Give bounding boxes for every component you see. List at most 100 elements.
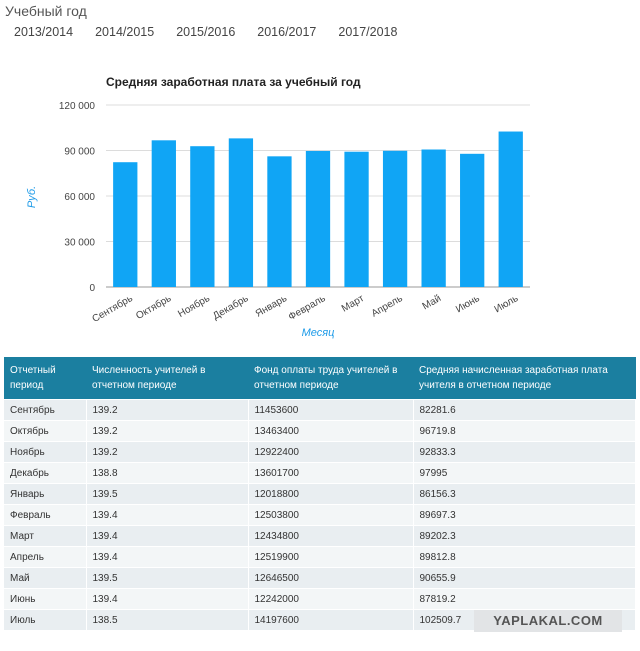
table-cell: 89812.8 [413, 546, 636, 568]
col-header-fund: Фонд оплаты труда учителей в отчетном пе… [248, 357, 413, 400]
table-cell: Декабрь [4, 462, 87, 484]
table-cell: 92833.3 [413, 441, 636, 463]
table-cell: 12922400 [248, 441, 414, 463]
table-cell: 138.5 [86, 609, 249, 630]
x-tick-label: Декабрь [211, 292, 251, 322]
table-cell: 13601700 [248, 462, 414, 484]
bar [151, 140, 176, 287]
table-row: Январь 139.5 12018800 86156.3 [4, 483, 636, 505]
bar [460, 153, 485, 287]
table-cell: 96719.8 [413, 420, 636, 442]
year-tabs: 2013/2014 2014/2015 2015/2016 2016/2017 … [14, 25, 397, 39]
table-row: Июнь 139.4 12242000 87819.2 [4, 588, 636, 610]
x-axis-title: Месяц [302, 327, 335, 339]
x-tick-label: Январь [254, 293, 289, 320]
table-cell: Май [4, 567, 87, 589]
table-cell: 86156.3 [413, 483, 636, 505]
table-cell: 90655.9 [413, 567, 636, 589]
x-tick-label: Май [421, 293, 443, 312]
bar [228, 138, 254, 287]
bar [267, 156, 292, 287]
y-axis-title: Руб. [26, 186, 38, 208]
tab-2017-2018[interactable]: 2017/2018 [338, 25, 398, 39]
table-cell: 12519900 [248, 546, 414, 568]
table-cell: 139.2 [86, 441, 249, 463]
salary-table: Отчетный период Численность учителей в о… [4, 357, 636, 630]
x-axis-ticks: Сентябрь Октябрь Ноябрь Декабрь ЯнварьФеврал… [90, 292, 520, 325]
col-header-period: Отчетный период [4, 357, 86, 400]
table-cell: 97995 [413, 462, 636, 484]
table-cell: 12434800 [248, 525, 414, 547]
col-header-teachers: Численность учителей в отчетном периоде [86, 357, 248, 400]
table-cell: 14197600 [248, 609, 414, 630]
table-row: Апрель 139.4 12519900 89812.8 [4, 546, 636, 568]
table-cell: 12646500 [248, 567, 414, 589]
bar [498, 131, 523, 287]
table-cell: Октябрь [4, 420, 87, 442]
table-cell: 139.4 [86, 546, 249, 568]
x-tick-label: Июнь [454, 293, 482, 315]
tab-2015-2016[interactable]: 2015/2016 [176, 25, 236, 39]
x-tick-label: Апрель [370, 293, 405, 319]
table-cell: Март [4, 525, 87, 547]
table-row: Сентябрь 139.2 11453600 82281.6 [4, 399, 636, 421]
table-cell: 139.5 [86, 567, 249, 589]
table-cell: 139.4 [86, 588, 249, 610]
bars [113, 131, 523, 287]
salary-chart: Средняя заработная плата за учебный год … [26, 75, 530, 339]
table-cell: 12018800 [248, 483, 414, 505]
table-cell: 138.8 [86, 462, 249, 484]
y-axis-ticks: 0 30 000 60 000 90 000 120 000 [59, 101, 96, 294]
bar [421, 149, 446, 287]
table-cell: 12242000 [248, 588, 414, 610]
bar [190, 146, 215, 287]
table-row: Октябрь 139.2 13463400 96719.8 [4, 420, 636, 442]
table-body: Сентябрь 139.2 11453600 82281.6 Октябрь 139.2… [4, 399, 636, 630]
table-cell: 139.4 [86, 525, 249, 547]
x-tick-label: Октябрь [134, 292, 174, 322]
x-tick-label: Ноябрь [176, 292, 212, 320]
table-cell: 89697.3 [413, 504, 636, 526]
table-row: Ноябрь 139.2 12922400 92833.3 [4, 441, 636, 463]
watermark: YAPLAKAL.COM [474, 610, 622, 632]
table-cell: 89202.3 [413, 525, 636, 547]
table-cell: Ноябрь [4, 441, 87, 463]
x-tick-label: Февраль [287, 293, 328, 323]
table-cell: Июль [4, 609, 87, 630]
page-title: Учебный год [5, 3, 87, 19]
table-cell: 11453600 [248, 399, 414, 421]
table-row: Декабрь 138.8 13601700 97995 [4, 462, 636, 484]
bar [113, 162, 138, 287]
table-cell: Сентябрь [4, 399, 87, 421]
col-header-avg-salary: Средняя начисленная заработная плата учи… [413, 357, 636, 400]
tab-2013-2014[interactable]: 2013/2014 [14, 25, 74, 39]
tab-2014-2015[interactable]: 2014/2015 [95, 25, 155, 39]
table-row: Февраль 139.4 12503800 89697.3 [4, 504, 636, 526]
y-tick-label: 0 [89, 283, 95, 294]
bar [305, 150, 331, 287]
x-tick-label: Сентябрь [90, 292, 135, 325]
table-cell: Апрель [4, 546, 87, 568]
x-tick-label: Март [340, 293, 367, 315]
table-cell: 139.2 [86, 420, 249, 442]
x-tick-label: Июль [493, 293, 521, 315]
y-tick-label: 90 000 [64, 147, 95, 158]
table-cell: Январь [4, 483, 87, 505]
table-cell: 139.2 [86, 399, 249, 421]
bar [382, 150, 408, 287]
table-cell: 87819.2 [413, 588, 636, 610]
bar [344, 151, 369, 287]
y-tick-label: 60 000 [64, 192, 95, 203]
table-cell: 139.5 [86, 483, 249, 505]
tab-2016-2017[interactable]: 2016/2017 [257, 25, 317, 39]
table-cell: 139.4 [86, 504, 249, 526]
table-header-row: Отчетный период Численность учителей в о… [4, 357, 636, 400]
table-cell: 82281.6 [413, 399, 636, 421]
table-row: Май 139.5 12646500 90655.9 [4, 567, 636, 589]
table-cell: 13463400 [248, 420, 414, 442]
table-cell: 12503800 [248, 504, 414, 526]
y-tick-label: 30 000 [64, 238, 95, 249]
y-tick-label: 120 000 [59, 101, 96, 112]
table-row: Март 139.4 12434800 89202.3 [4, 525, 636, 547]
table-cell: Февраль [4, 504, 87, 526]
